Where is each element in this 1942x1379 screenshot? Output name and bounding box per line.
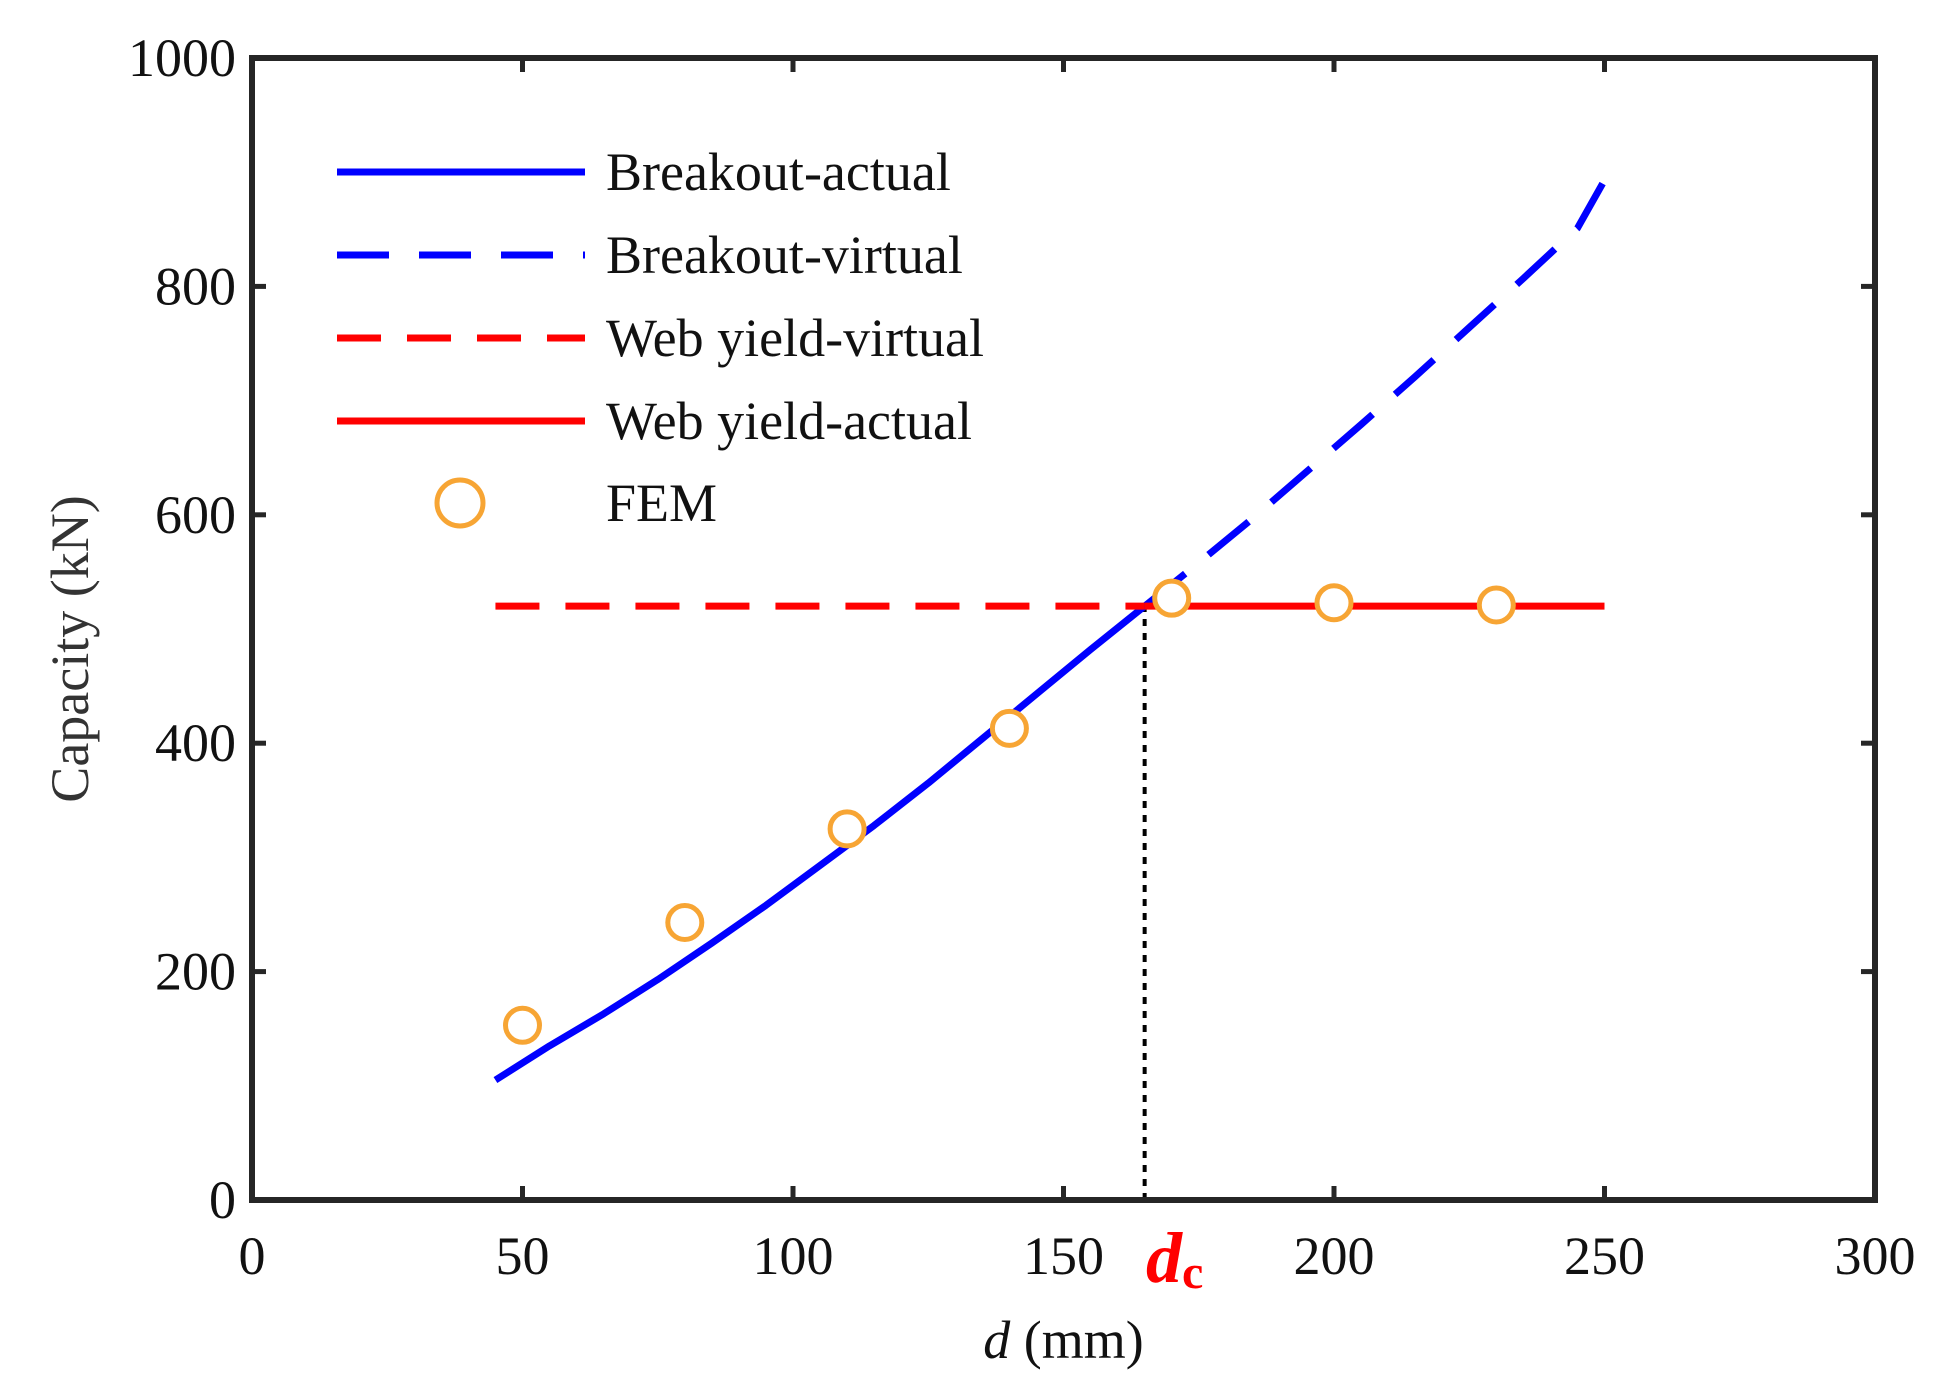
legend-label-breakout-virtual: Breakout-virtual — [606, 225, 963, 285]
y-tick-label: 600 — [155, 485, 236, 545]
y-tick-label: 200 — [155, 942, 236, 1002]
fem-point — [1152, 578, 1192, 618]
dc-label-main: d — [1146, 1218, 1183, 1298]
x-tick-label: 200 — [1294, 1226, 1375, 1286]
legend: Breakout-actual Breakout-virtual Web yield… — [337, 142, 984, 533]
y-tick-label: 800 — [155, 256, 236, 316]
legend-label-web-yield-actual: Web yield-actual — [606, 391, 972, 451]
x-tick-label: 150 — [1023, 1226, 1104, 1286]
plot-frame — [249, 55, 1878, 1203]
x-tick-label: 100 — [753, 1226, 834, 1286]
legend-marker-fem — [434, 477, 486, 529]
dc-annotation: dc — [1146, 1218, 1203, 1299]
fem-point — [827, 809, 867, 849]
series-line-breakout-actual — [493, 603, 1147, 1084]
x-tick-label: 250 — [1564, 1226, 1645, 1286]
legend-label-breakout-actual: Breakout-actual — [606, 142, 951, 202]
fem-point — [989, 708, 1029, 748]
legend-label-web-yield-virtual: Web yield-virtual — [606, 308, 984, 368]
x-axis-title-unit: (mm) — [1010, 1310, 1143, 1370]
fem-point — [503, 1005, 542, 1045]
axis-ticks: 0 50 100 150 200 250 300 0 200 400 600 800 1000 — [128, 28, 1916, 1286]
series-line-breakout-virtual — [1142, 178, 1608, 609]
fem-point — [1476, 585, 1516, 625]
fem-point — [665, 902, 705, 942]
dc-label-subscript: c — [1182, 1246, 1203, 1299]
x-axis-title-variable: d — [983, 1310, 1011, 1370]
y-tick-label: 1000 — [128, 28, 236, 88]
plot-marks — [493, 178, 1608, 1200]
y-tick-label: 0 — [209, 1170, 236, 1230]
x-tick-label: 50 — [496, 1226, 550, 1286]
fem-point — [1314, 583, 1354, 623]
y-tick-label: 400 — [155, 713, 236, 773]
x-tick-label: 300 — [1835, 1226, 1916, 1286]
legend-label-fem: FEM — [606, 473, 717, 533]
x-axis-title: d (mm) — [983, 1310, 1143, 1370]
dc-label: dc — [1146, 1218, 1203, 1299]
x-tick-label: 0 — [239, 1226, 266, 1286]
y-axis-title: Capacity (kN) — [40, 495, 100, 802]
